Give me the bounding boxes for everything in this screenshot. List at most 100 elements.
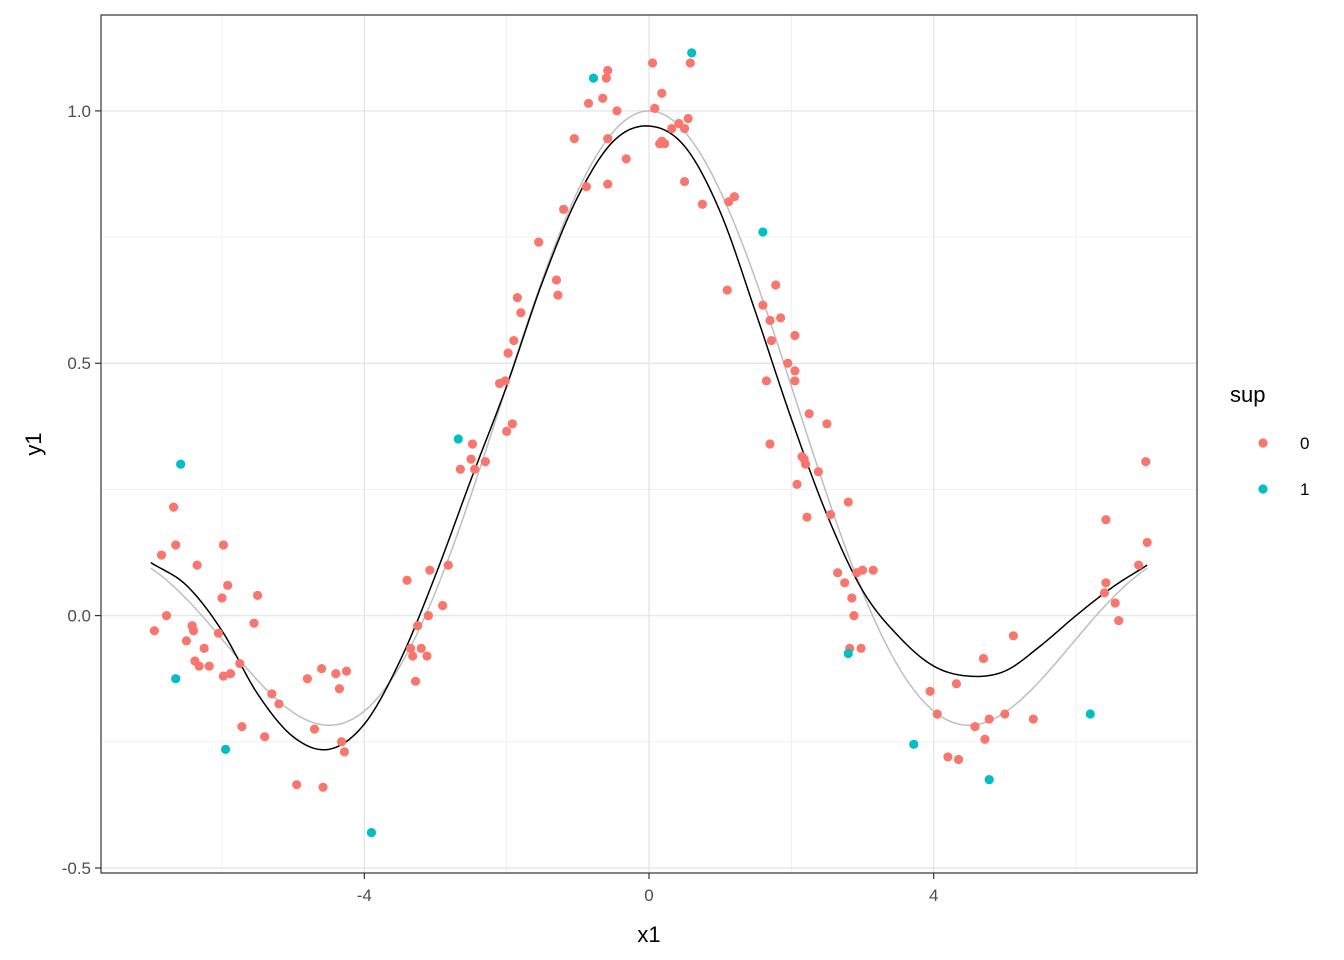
data-point-sup-0 <box>260 732 270 742</box>
data-point-sup-0 <box>217 593 227 603</box>
data-point-sup-0 <box>467 439 478 449</box>
data-point-sup-0 <box>218 540 229 550</box>
data-point-sup-0 <box>679 176 690 187</box>
data-point-sup-0 <box>621 154 631 164</box>
data-point-sup-0 <box>422 651 432 661</box>
data-point-sup-0 <box>783 358 793 368</box>
data-point-sup-0 <box>849 611 859 621</box>
x-axis-title: x1 <box>637 922 660 947</box>
data-point-sup-0 <box>341 666 352 676</box>
data-point-sup-0 <box>603 134 613 144</box>
data-point-sup-0 <box>199 643 209 654</box>
data-point-sup-0 <box>603 65 613 76</box>
data-point-sup-0 <box>1000 709 1010 719</box>
legend-label-sup-0: 0 <box>1300 434 1309 453</box>
data-point-sup-0 <box>274 699 284 709</box>
data-point-sup-1 <box>758 227 768 237</box>
data-point-sup-1 <box>1085 709 1095 719</box>
fitted-curve <box>150 125 1148 751</box>
data-point-sup-0 <box>1099 588 1110 598</box>
data-point-sup-0 <box>553 290 563 300</box>
data-point-sup-0 <box>249 618 259 628</box>
data-point-sup-0 <box>660 139 670 149</box>
y-tick-label: 0.0 <box>67 607 91 626</box>
legend-entries: 01 <box>1258 434 1309 499</box>
data-point-sup-0 <box>188 626 199 636</box>
data-point-sup-0 <box>790 330 800 341</box>
data-point-sup-0 <box>168 502 179 512</box>
data-point-sup-0 <box>339 747 349 757</box>
data-point-sup-0 <box>423 611 433 621</box>
data-point-sup-1 <box>843 648 853 659</box>
data-point-sup-0 <box>583 98 594 108</box>
data-point-sup-0 <box>235 658 245 669</box>
data-point-sup-0 <box>857 565 868 575</box>
data-point-sup-0 <box>729 192 740 202</box>
data-point-sup-0 <box>1114 616 1124 626</box>
data-point-sup-0 <box>978 653 989 664</box>
data-point-sup-0 <box>503 348 513 358</box>
data-point-sup-0 <box>512 293 522 303</box>
data-point-sup-0 <box>856 643 866 654</box>
data-point-sup-0 <box>569 134 579 144</box>
legend-title: sup <box>1230 382 1265 407</box>
data-point-sup-0 <box>790 366 800 376</box>
data-point-sup-0 <box>683 113 693 124</box>
y-axis: -0.5 0.0 0.5 1.0 <box>62 102 101 878</box>
grid-major <box>101 15 1197 873</box>
data-point-sup-0 <box>223 580 233 590</box>
data-point-sup-0 <box>204 661 214 671</box>
data-point-sup-0 <box>410 676 421 686</box>
data-point-sup-0 <box>650 103 660 113</box>
data-point-sup-0 <box>470 464 480 474</box>
data-point-sup-0 <box>1110 598 1120 608</box>
data-point-sup-0 <box>534 237 544 247</box>
data-point-sup-0 <box>309 724 320 734</box>
data-point-sup-1 <box>176 459 186 469</box>
x-tick-label: -4 <box>357 886 372 905</box>
data-point-sup-1 <box>909 739 919 749</box>
data-point-sup-0 <box>149 626 159 636</box>
data-point-sup-0 <box>766 335 777 346</box>
data-point-sup-0 <box>581 182 591 192</box>
data-point-sup-0 <box>647 58 658 68</box>
data-point-sup-0 <box>813 467 823 477</box>
data-point-sup-0 <box>1008 631 1018 641</box>
data-point-sup-0 <box>500 376 510 386</box>
data-point-sup-0 <box>667 123 677 134</box>
data-point-sup-0 <box>443 560 453 570</box>
data-point-sup-0 <box>516 308 526 318</box>
data-point-sup-0 <box>765 439 775 449</box>
data-point-sup-0 <box>559 204 569 214</box>
data-point-sup-0 <box>792 479 802 489</box>
data-point-sup-0 <box>302 674 312 684</box>
data-point-sup-0 <box>953 754 964 765</box>
data-point-sup-0 <box>612 106 622 116</box>
data-point-sup-0 <box>847 593 857 603</box>
data-point-sup-0 <box>181 636 191 646</box>
legend-key-sup-0 <box>1258 438 1268 448</box>
data-point-sup-0 <box>603 179 613 189</box>
curves <box>150 110 1148 751</box>
points <box>149 48 1152 838</box>
data-point-sup-1 <box>687 48 697 58</box>
data-point-sup-0 <box>218 671 229 681</box>
data-point-sup-0 <box>192 560 202 570</box>
true-function-curve <box>150 110 1148 726</box>
data-point-sup-0 <box>657 88 667 98</box>
data-point-sup-0 <box>840 578 850 588</box>
data-point-sup-0 <box>790 376 800 386</box>
data-point-sup-0 <box>161 611 172 621</box>
y-tick-label: 0.5 <box>67 354 91 373</box>
data-point-sup-0 <box>438 600 448 611</box>
x-tick-label: 0 <box>644 886 653 905</box>
data-point-sup-0 <box>267 689 277 699</box>
data-point-sup-0 <box>405 643 416 654</box>
data-point-sup-1 <box>588 73 599 83</box>
data-point-sup-0 <box>771 280 781 290</box>
data-point-sup-1 <box>220 744 231 754</box>
data-point-sup-0 <box>455 464 465 474</box>
data-point-sup-1 <box>453 434 463 444</box>
legend-label-sup-1: 1 <box>1300 480 1309 499</box>
data-point-sup-1 <box>984 775 994 785</box>
